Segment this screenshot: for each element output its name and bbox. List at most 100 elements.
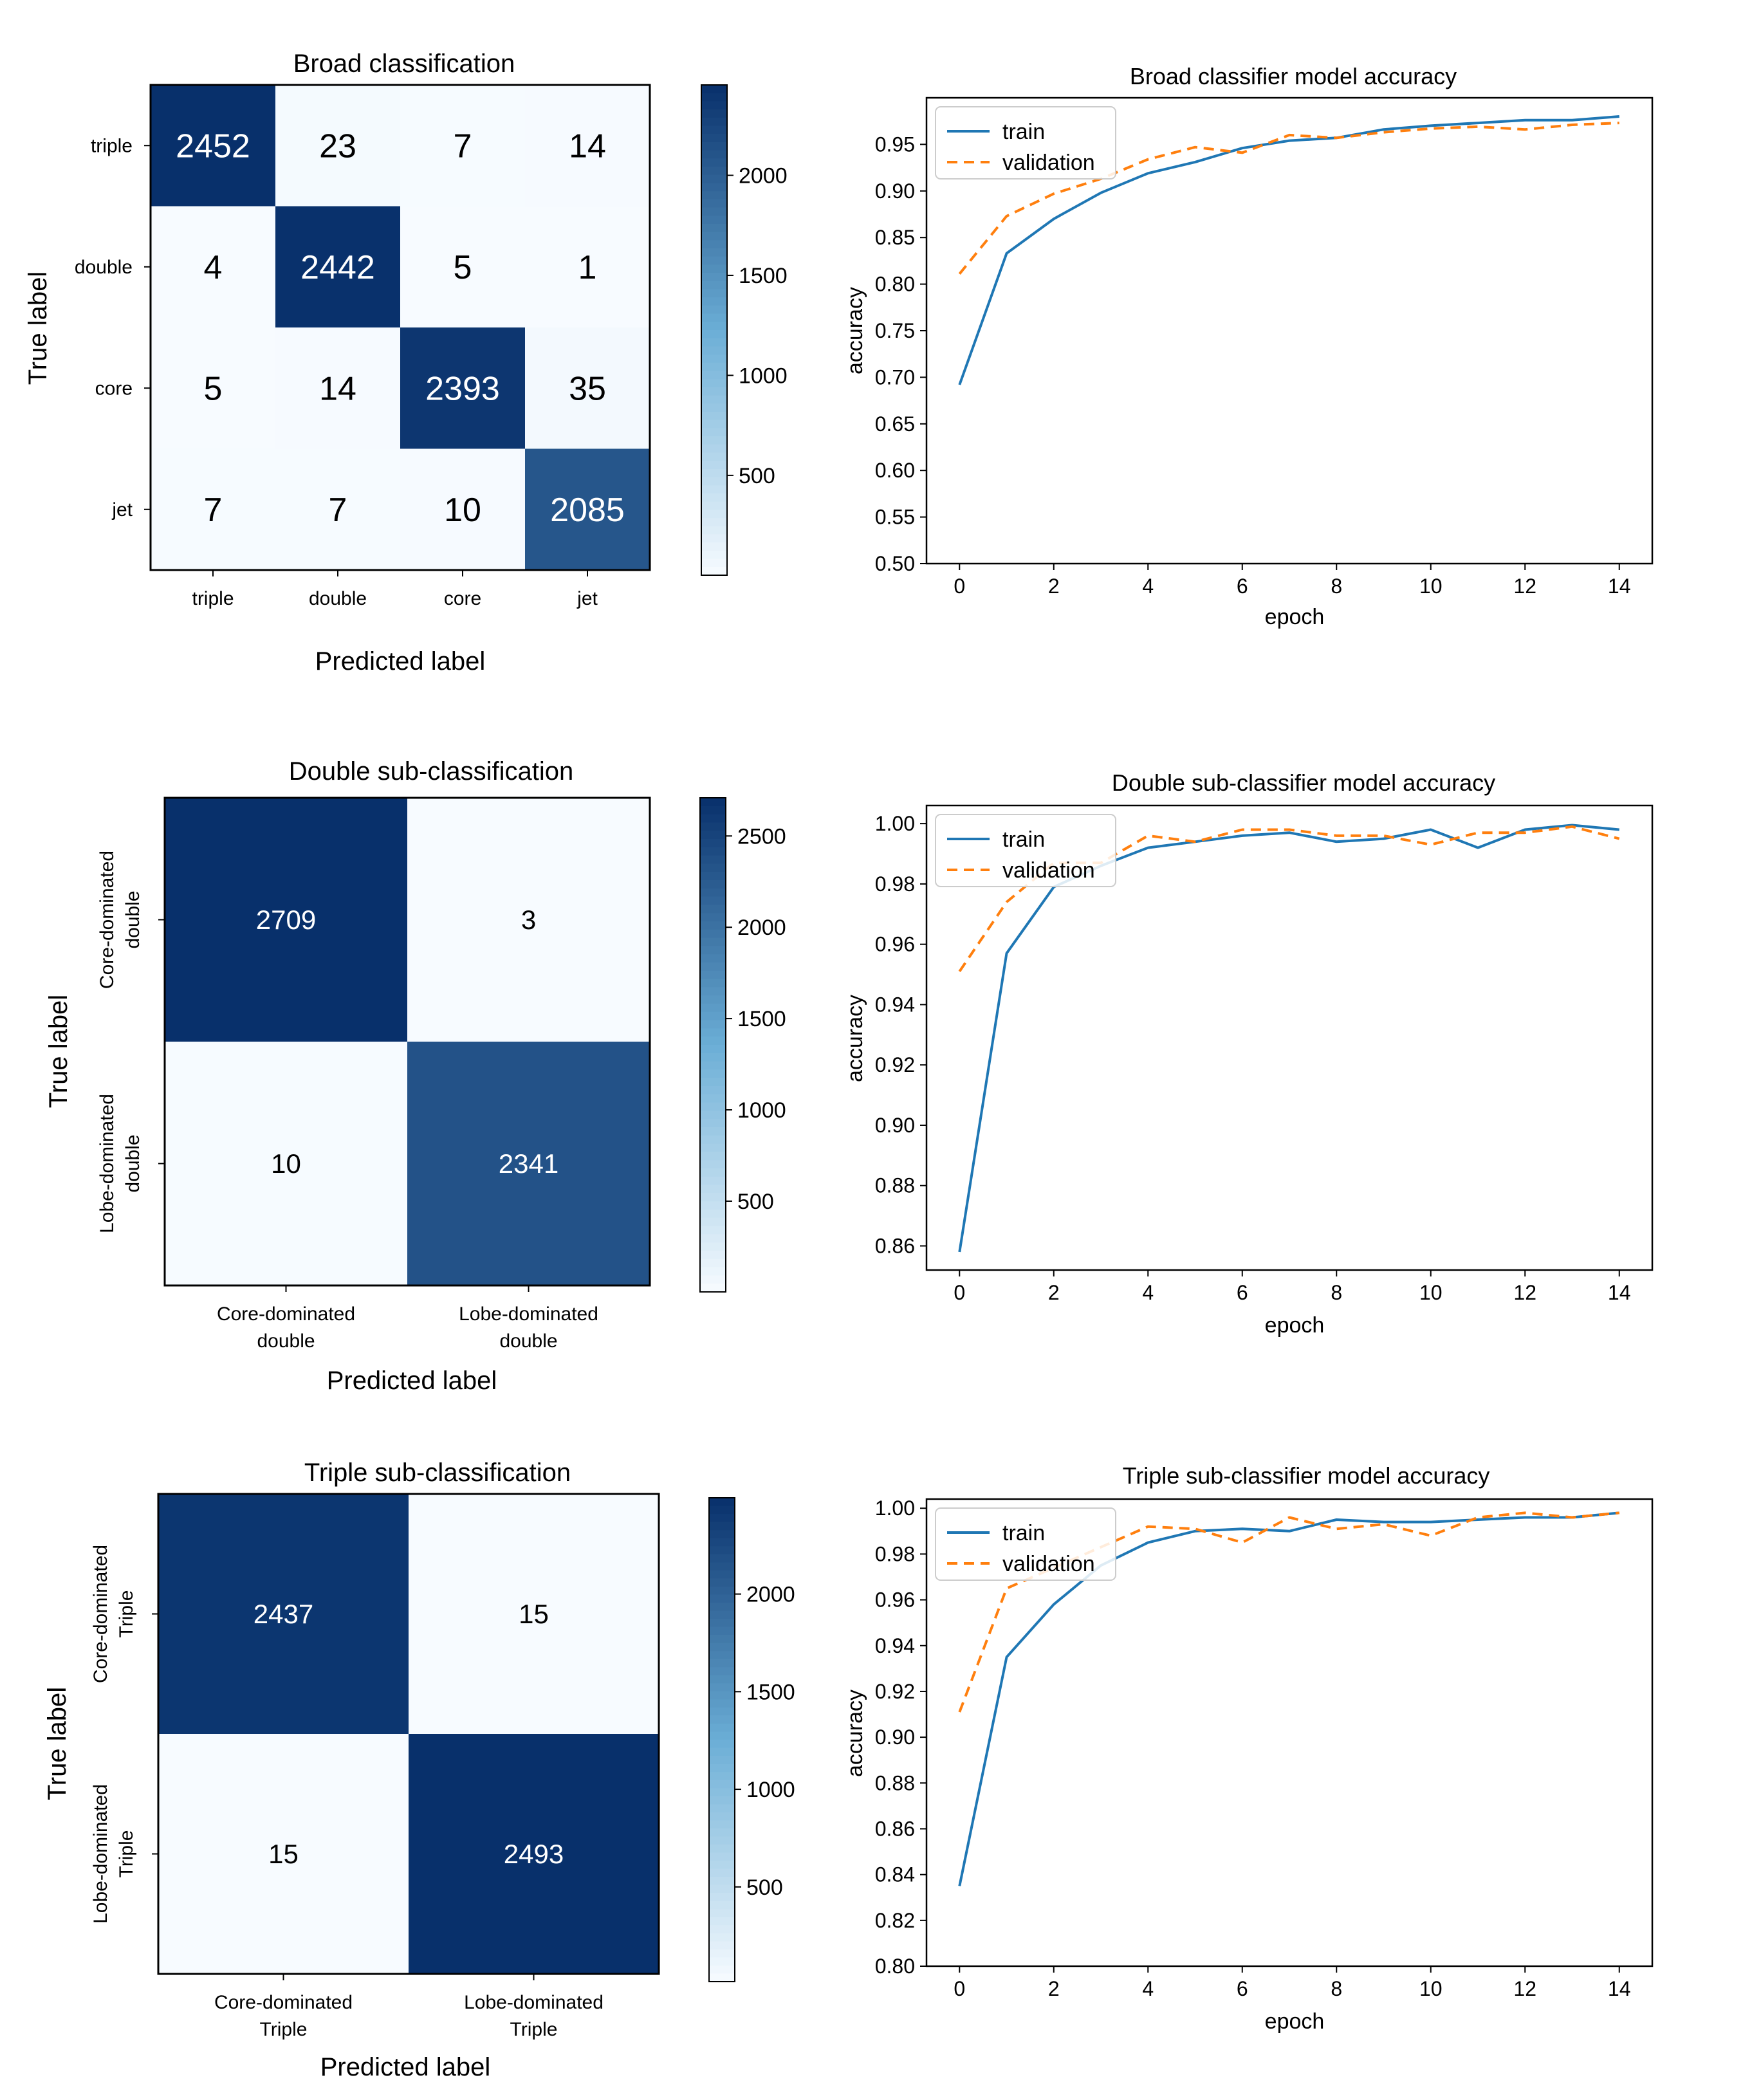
y-tick-label: Lobe-dominated Triple: [90, 1784, 137, 1924]
matrix-cell: [407, 798, 650, 1042]
colorbar-segment: [701, 485, 727, 494]
y-tick-label: 1.00: [875, 812, 915, 835]
y-tick-label: 0.80: [875, 273, 915, 296]
colorbar-segment: [701, 273, 727, 282]
colorbar-segment: [701, 338, 727, 347]
cell-value-label: 2393: [425, 370, 500, 407]
colorbar-segment: [700, 1086, 726, 1095]
y-tick-label: 0.60: [875, 459, 915, 482]
colorbar-segment: [709, 1546, 735, 1555]
y-axis-label: accuracy: [843, 1690, 867, 1777]
legend-label-train: train: [1002, 120, 1045, 144]
y-tick-label: 0.80: [875, 1955, 915, 1978]
colorbar-segment: [700, 1028, 726, 1037]
colorbar-segment: [700, 1193, 726, 1202]
colorbar-segment: [701, 567, 727, 576]
cell-value-label: 2341: [499, 1148, 558, 1179]
colorbar-segment: [701, 501, 727, 510]
colorbar-segment: [709, 1868, 735, 1877]
colorbar-segment: [700, 937, 726, 946]
colorbar-segment: [709, 1586, 735, 1595]
colorbar-segment: [709, 1820, 735, 1829]
x-axis-label: epoch: [1265, 605, 1325, 629]
x-tick-label: 12: [1513, 1281, 1536, 1304]
colorbar-segment: [701, 322, 727, 331]
chart-title: Broad classification: [293, 50, 515, 78]
colorbar-tick-label: 500: [739, 464, 775, 488]
cell-value-label: 2709: [256, 905, 316, 935]
colorbar-tick-label: 1500: [746, 1680, 795, 1704]
matrix-cell: [165, 798, 408, 1042]
y-tick-label: 0.70: [875, 365, 915, 389]
x-tick-label: core: [444, 588, 481, 609]
x-tick-label: 2: [1048, 1977, 1060, 2000]
matrix-cell: [275, 85, 401, 207]
colorbar-segment: [701, 240, 727, 249]
colorbar-segment: [709, 1925, 735, 1934]
colorbar-segment: [701, 264, 727, 273]
colorbar-segment: [701, 117, 727, 127]
x-tick-label: 8: [1331, 1281, 1342, 1304]
colorbar-segment: [701, 297, 727, 306]
colorbar-frame: [708, 1497, 735, 1982]
x-tick-label: 0: [954, 575, 965, 598]
y-tick-label: 0.98: [875, 872, 915, 896]
colorbar-segment: [700, 995, 726, 1004]
y-tick-label: 0.55: [875, 506, 915, 529]
y-tick-label: 0.96: [875, 1589, 915, 1612]
colorbar-segment: [701, 167, 727, 176]
triple-confusion-matrix: Triple sub-classification 2437 15 15 2493 C…: [43, 1459, 795, 2081]
colorbar-segment: [701, 109, 727, 118]
matrix-cell: [275, 206, 401, 328]
y-tick-label: 0.88: [875, 1174, 915, 1197]
colorbar-segment: [709, 1740, 735, 1749]
x-tick-label: 14: [1608, 575, 1631, 598]
colorbar-segment: [700, 1284, 726, 1293]
x-tick-label: 4: [1142, 575, 1154, 598]
colorbar-segment: [700, 880, 726, 889]
matrix-cell: [525, 448, 650, 571]
colorbar-segment: [700, 1267, 726, 1276]
y-tick-label: 0.84: [875, 1863, 915, 1886]
colorbar-tick-label: 2000: [737, 916, 786, 940]
colorbar-segment: [709, 1909, 735, 1918]
colorbar-segment: [709, 1699, 735, 1708]
colorbar-segment: [709, 1893, 735, 1902]
cell-value-label: 2085: [550, 492, 625, 529]
colorbar-segment: [709, 1619, 735, 1628]
matrix-cell: [275, 448, 401, 571]
y-tick-label: Core-dominated double: [97, 851, 143, 989]
colorbar-segment: [709, 1707, 735, 1716]
x-tick-label: 8: [1331, 1977, 1342, 2000]
colorbar-segment: [700, 806, 726, 815]
cell-value-label: 2493: [504, 1839, 564, 1869]
colorbar-segment: [700, 814, 726, 823]
x-tick-label: 2: [1048, 1281, 1060, 1304]
matrix-cell: [151, 206, 276, 328]
plot-frame: [925, 1498, 1654, 1967]
cell-value-label: 23: [319, 127, 356, 165]
colorbar-segment: [701, 452, 727, 461]
colorbar-segment: [701, 101, 727, 110]
colorbar-segment: [701, 142, 727, 151]
colorbar-segment: [709, 1562, 735, 1571]
x-tick-label: triple: [192, 588, 234, 609]
x-axis-label: epoch: [1265, 2009, 1325, 2034]
colorbar-segment: [701, 355, 727, 364]
colorbar-segment: [709, 1506, 735, 1515]
colorbar-segment: [709, 1514, 735, 1523]
colorbar-frame: [699, 797, 726, 1293]
x-tick-label: jet: [576, 588, 598, 609]
colorbar-segment: [700, 822, 726, 831]
colorbar-segment: [701, 403, 727, 412]
colorbar-segment: [709, 1538, 735, 1547]
chart-title: Double sub-classification: [289, 757, 573, 786]
x-tick-label: 6: [1237, 1281, 1248, 1304]
y-tick-label: 0.92: [875, 1680, 915, 1703]
colorbar-segment: [701, 199, 727, 208]
colorbar-segment: [700, 888, 726, 898]
series-line-train: [958, 115, 1619, 385]
colorbar-segment: [700, 1020, 726, 1029]
matrix-frame: [157, 1493, 660, 1975]
x-tick-label: 12: [1513, 1977, 1536, 2000]
